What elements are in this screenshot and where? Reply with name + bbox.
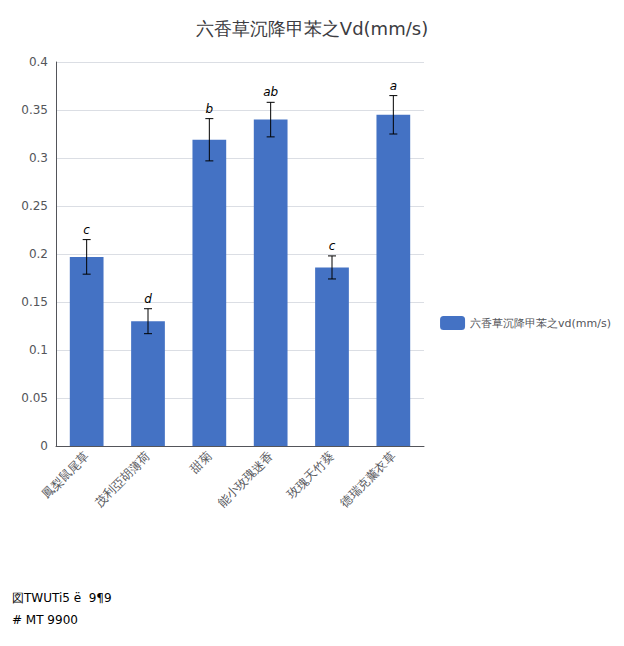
svg-text:0.3: 0.3 <box>29 151 48 165</box>
svg-text:玫瑰天竹葵: 玫瑰天竹葵 <box>285 449 337 501</box>
svg-text:德瑞克薰衣草: 德瑞克薰衣草 <box>337 449 398 510</box>
svg-text:c: c <box>329 239 336 253</box>
svg-text:ab: ab <box>263 85 278 99</box>
svg-text:0.2: 0.2 <box>29 247 48 261</box>
svg-text:茂利亞胡薄荷: 茂利亞胡薄荷 <box>92 449 153 510</box>
svg-text:b: b <box>206 102 214 116</box>
svg-text:a: a <box>390 79 397 93</box>
svg-text:能小玫瑰迷香: 能小玫瑰迷香 <box>215 449 276 510</box>
svg-text:0.15: 0.15 <box>21 295 48 309</box>
svg-text:0.4: 0.4 <box>29 55 48 69</box>
svg-text:# MT 9900: # MT 9900 <box>12 613 78 627</box>
svg-text:六香草沉降甲苯之vd(mm/s): 六香草沉降甲苯之vd(mm/s) <box>470 317 611 330</box>
svg-text:c: c <box>83 223 90 237</box>
svg-text:六香草沉降甲苯之Vd(mm/s): 六香草沉降甲苯之Vd(mm/s) <box>196 18 428 39</box>
svg-text:甜菊: 甜菊 <box>187 449 214 476</box>
svg-text:0.25: 0.25 <box>21 199 48 213</box>
svg-text:鳳梨鼠尾草: 鳳梨鼠尾草 <box>39 449 91 501</box>
svg-text:0.1: 0.1 <box>29 343 48 357</box>
svg-text:0.05: 0.05 <box>21 391 48 405</box>
svg-text:図TWUTi5 ë 9¶9: 図TWUTi5 ë 9¶9 <box>12 591 112 605</box>
svg-text:0.35: 0.35 <box>21 103 48 117</box>
svg-text:d: d <box>144 292 152 306</box>
svg-text:0: 0 <box>40 439 48 453</box>
